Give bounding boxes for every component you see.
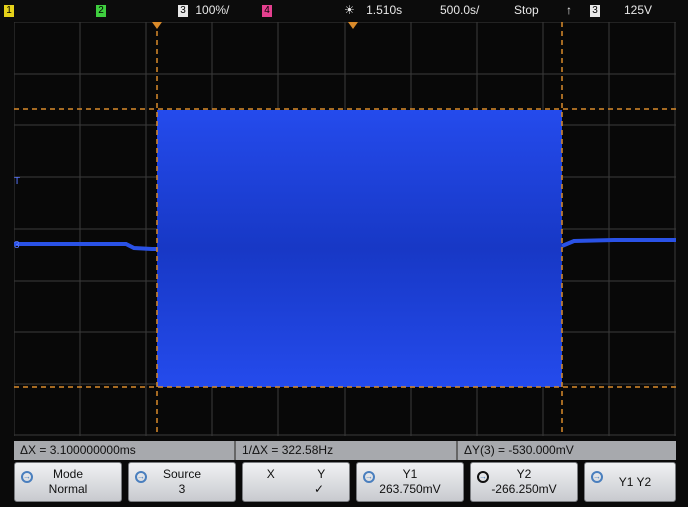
ground-marker: 3 [14, 240, 20, 251]
mode-value: Normal [48, 482, 88, 496]
channel-4-badge: 4 [262, 4, 272, 17]
sun-icon: ☀ [344, 3, 355, 17]
trigger-position-marker [348, 22, 358, 29]
rotary-knob-icon [591, 471, 603, 483]
trigger-source: 3 [590, 3, 604, 17]
y2-value: -266.250mV [491, 482, 557, 496]
waveform-display[interactable]: T 3 [14, 22, 676, 436]
channel-4-indicator[interactable]: 4 [262, 3, 276, 17]
y1-softkey[interactable]: Y1 263.750mV [356, 462, 464, 502]
source-value: 3 [178, 482, 186, 496]
y1-y2-softkey[interactable]: Y1 Y2 [584, 462, 676, 502]
delta-y-readout: ΔY(3) = -530.000mV [464, 443, 574, 457]
y2-softkey[interactable]: Y2 -266.250mV [470, 462, 578, 502]
signal-trace-left [14, 242, 157, 251]
mode-label: Mode [52, 467, 84, 481]
xy-softkey[interactable]: X Y ✓ [242, 462, 350, 502]
status-bar: 1 2 3 100%/ 4 ☀ 1.510s 500.0s/ Stop ↑ 3 … [0, 0, 688, 20]
rising-edge-icon: ↑ [566, 3, 572, 17]
y2-label: Y2 [516, 467, 532, 481]
trigger-level-marker: T [14, 176, 20, 187]
mode-softkey[interactable]: Mode Normal [14, 462, 122, 502]
channel-2-indicator[interactable]: 2 [96, 3, 110, 17]
channel-2-badge: 2 [96, 4, 106, 17]
signal-burst-shade [157, 110, 562, 387]
signal-trace-right [561, 238, 676, 248]
softkey-menu: Mode Normal Source 3 X Y ✓ Y1 263.750mV … [14, 462, 676, 504]
channel-3-scale: 100%/ [195, 3, 230, 17]
delay-readout: ☀ 1.510s [344, 3, 402, 17]
channel-1-indicator[interactable]: 1 [4, 3, 18, 17]
run-state: Stop [514, 3, 539, 17]
checkmark-icon: ✓ [313, 482, 325, 496]
y1-value: 263.750mV [379, 482, 441, 496]
measurement-bar: ΔX = 3.100000000ms 1/ΔX = 322.58Hz ΔY(3)… [14, 441, 676, 460]
timebase-readout: 500.0s/ [440, 3, 480, 17]
y-option: Y [317, 467, 326, 481]
trigger-source-badge: 3 [590, 4, 600, 17]
rotary-knob-icon [21, 471, 33, 483]
channel-3-indicator[interactable]: 3 100%/ [178, 3, 229, 17]
source-label: Source [162, 467, 202, 481]
channel-3-badge: 3 [178, 4, 188, 17]
trigger-level: 125V [624, 3, 653, 17]
cursor-marker-top-left [152, 22, 162, 29]
x-option: X [266, 467, 275, 481]
delta-x-readout: ΔX = 3.100000000ms [14, 441, 236, 460]
channel-1-badge: 1 [4, 4, 14, 17]
delay-value: 1.510s [366, 3, 403, 17]
inverse-delta-x-readout: 1/ΔX = 322.58Hz [236, 441, 458, 460]
rotary-knob-icon [135, 471, 147, 483]
y1-y2-label: Y1 Y2 [618, 475, 652, 489]
rotary-knob-icon [363, 471, 375, 483]
y1-label: Y1 [402, 467, 418, 481]
rotary-knob-icon [477, 471, 489, 483]
xy-label: X Y [243, 467, 349, 482]
source-softkey[interactable]: Source 3 [128, 462, 236, 502]
